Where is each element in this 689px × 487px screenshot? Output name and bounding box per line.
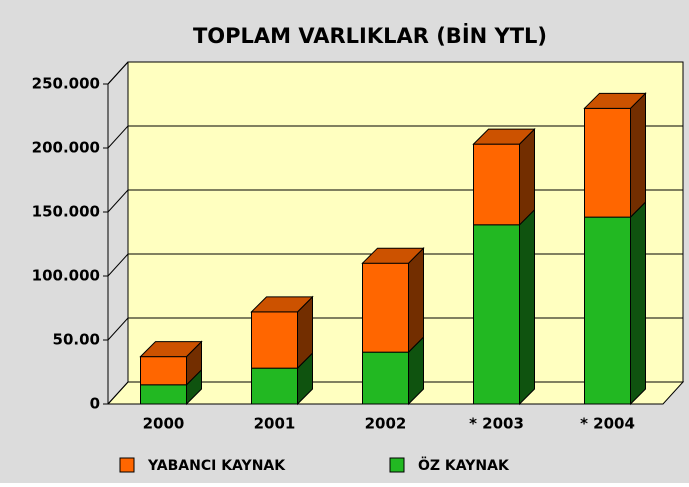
bar-top — [583, 92, 647, 109]
x-tick-label: 2000 — [143, 415, 185, 433]
bar-segment — [473, 143, 520, 226]
x-tick-label: 2001 — [254, 415, 296, 433]
y-tick-label: 250.000 — [32, 75, 100, 93]
y-tick-label: 150.000 — [32, 203, 100, 221]
bar-segment — [362, 351, 409, 405]
bar-segment — [473, 224, 520, 405]
legend-swatch — [389, 457, 405, 473]
grid-line — [107, 125, 129, 149]
y-tick-label: 200.000 — [32, 139, 100, 157]
bar-side — [408, 246, 424, 354]
bar-segment — [362, 262, 409, 353]
bar-segment — [251, 367, 298, 405]
bar-side — [519, 208, 535, 406]
legend-label: YABANCI KAYNAK — [147, 458, 286, 474]
bar-top — [139, 341, 203, 358]
grid-line — [107, 189, 129, 213]
chart-title: TOPLAM VARLIKLAR (BİN YTL) — [193, 23, 547, 48]
grid-line — [107, 317, 129, 341]
bar-segment — [140, 384, 187, 405]
bar-top — [361, 247, 425, 264]
bar-segment — [140, 356, 187, 386]
bar-top — [472, 128, 536, 145]
legend-label: ÖZ KAYNAK — [418, 456, 510, 474]
bar-segment — [584, 107, 631, 218]
bar-side — [519, 127, 535, 227]
bar-side — [630, 200, 646, 406]
grid-line — [107, 61, 129, 85]
y-tick-label: 50.00 — [53, 331, 100, 349]
y-tick-label: 0 — [90, 395, 100, 413]
x-tick-label: 2002 — [365, 415, 407, 433]
bar-top — [250, 296, 314, 313]
legend-swatch — [119, 457, 135, 473]
grid-line — [107, 253, 129, 277]
grid-line — [107, 381, 129, 405]
bar-side — [630, 92, 646, 219]
y-tick-label: 100.000 — [32, 267, 100, 285]
bar-segment — [584, 216, 631, 405]
bar-segment — [251, 311, 298, 369]
x-tick-label: * 2003 — [469, 415, 524, 433]
x-tick-label: * 2004 — [580, 415, 635, 433]
